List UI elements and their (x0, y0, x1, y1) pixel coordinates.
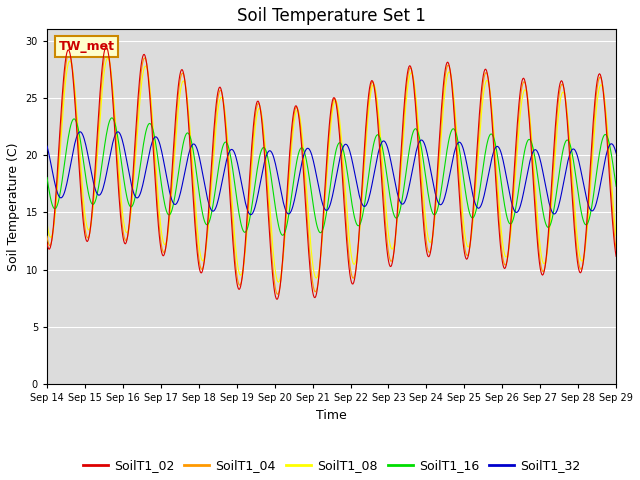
Y-axis label: Soil Temperature (C): Soil Temperature (C) (7, 143, 20, 271)
Title: Soil Temperature Set 1: Soil Temperature Set 1 (237, 7, 426, 25)
Text: TW_met: TW_met (58, 40, 115, 53)
X-axis label: Time: Time (316, 408, 347, 421)
Legend: SoilT1_02, SoilT1_04, SoilT1_08, SoilT1_16, SoilT1_32: SoilT1_02, SoilT1_04, SoilT1_08, SoilT1_… (77, 454, 586, 477)
